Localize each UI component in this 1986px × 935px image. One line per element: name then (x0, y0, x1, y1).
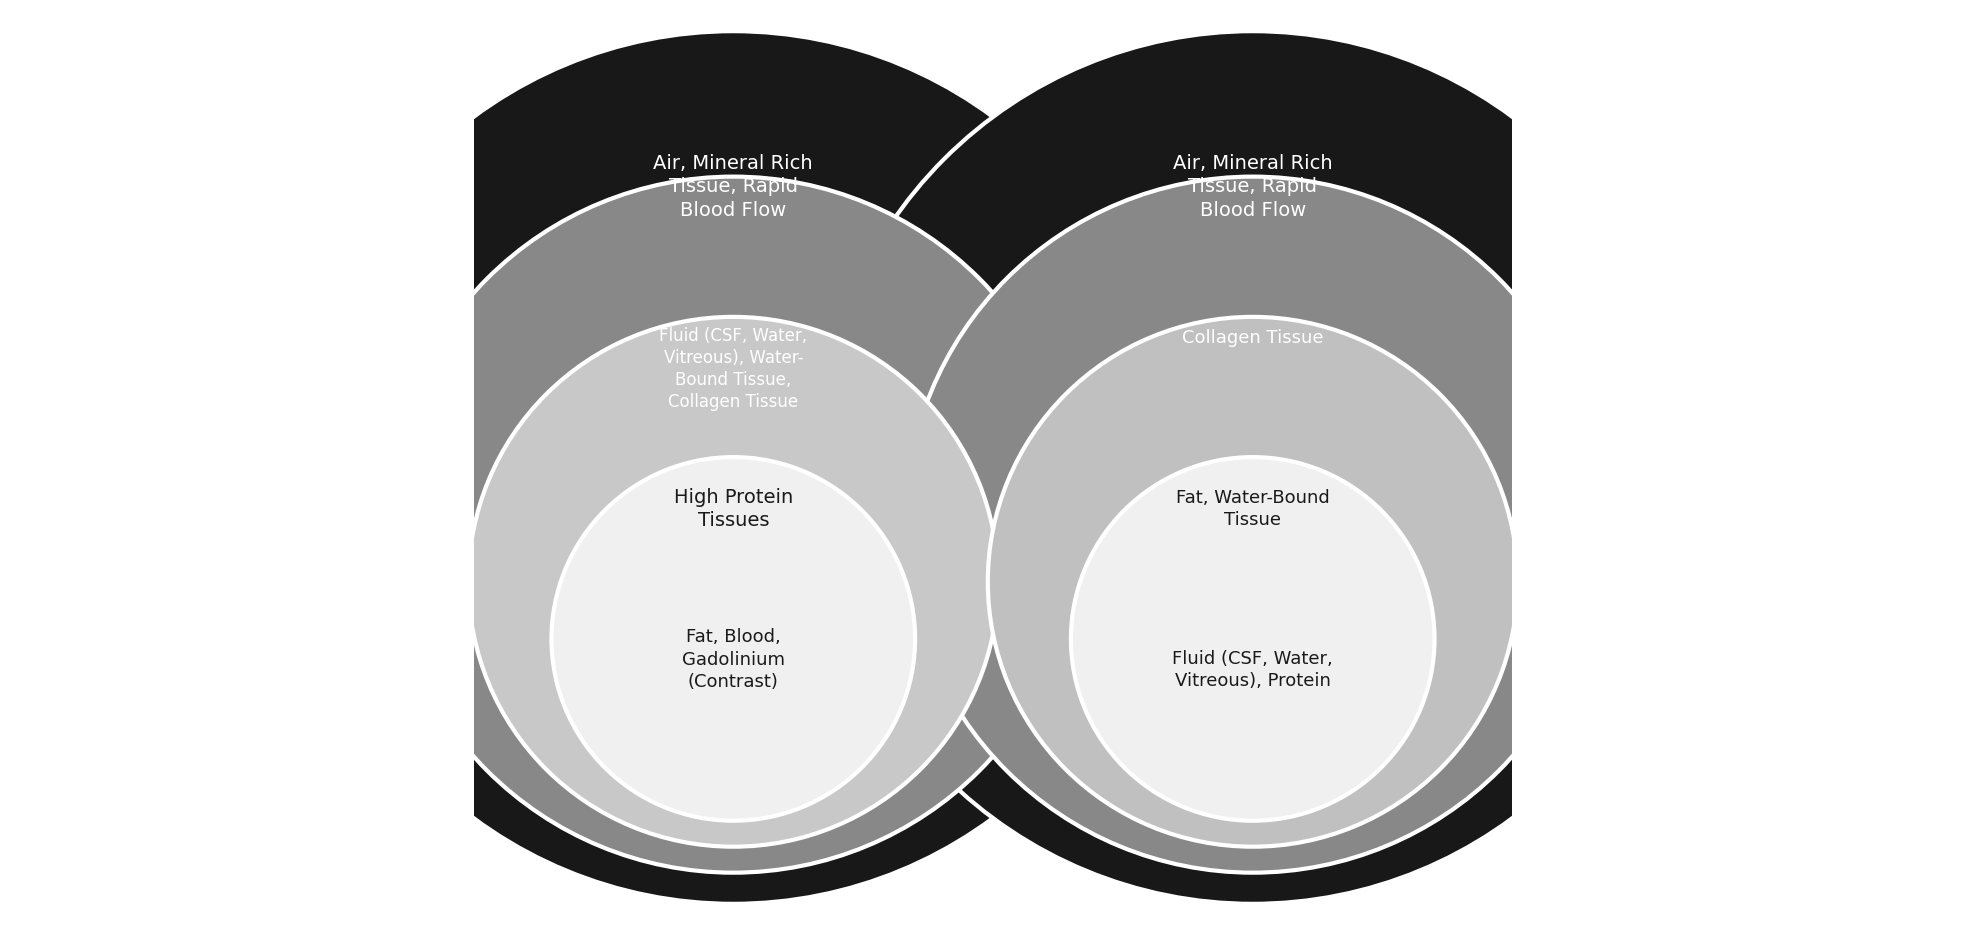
Text: Air, Mineral Rich
Tissue, Rapid
Blood Flow: Air, Mineral Rich Tissue, Rapid Blood Fl… (1174, 154, 1333, 220)
Circle shape (385, 177, 1080, 872)
Text: Air, Mineral Rich
Tissue, Rapid
Blood Flow: Air, Mineral Rich Tissue, Rapid Blood Fl… (653, 154, 812, 220)
Circle shape (816, 31, 1688, 904)
Text: Fat, Blood,
Gadolinium
(Contrast): Fat, Blood, Gadolinium (Contrast) (681, 628, 784, 691)
Text: Fluid (CSF, Water,
Vitreous), Water-
Bound Tissue,
Collagen Tissue: Fluid (CSF, Water, Vitreous), Water- Bou… (659, 326, 808, 411)
Circle shape (469, 317, 999, 847)
Text: Collagen Tissue: Collagen Tissue (1182, 328, 1323, 347)
Circle shape (906, 177, 1601, 872)
Circle shape (1070, 457, 1434, 821)
Text: Fluid (CSF, Water,
Vitreous), Protein: Fluid (CSF, Water, Vitreous), Protein (1172, 650, 1333, 690)
Circle shape (552, 457, 916, 821)
Circle shape (987, 317, 1517, 847)
Text: Fat, Water-Bound
Tissue: Fat, Water-Bound Tissue (1176, 489, 1329, 529)
Circle shape (298, 31, 1170, 904)
Text: High Protein
Tissues: High Protein Tissues (673, 488, 792, 530)
